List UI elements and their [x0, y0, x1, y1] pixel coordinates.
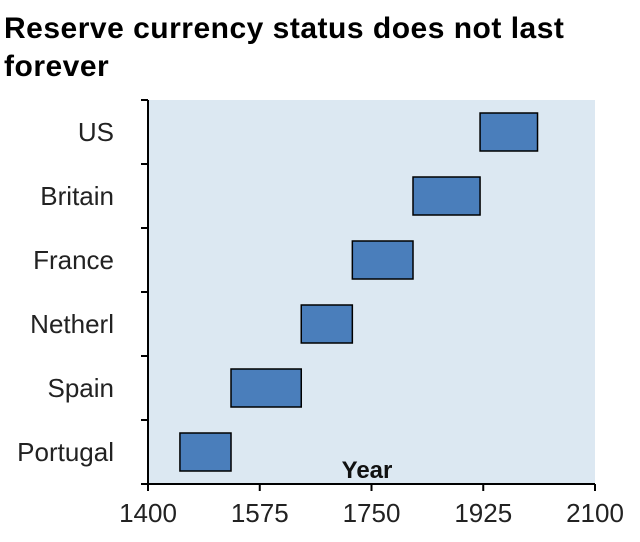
category-label-france: France [33, 245, 114, 275]
category-label-us: US [78, 117, 114, 147]
x-axis: 1400 1575 1750 1925 2100 [119, 483, 624, 528]
x-tick-label: 1925 [454, 498, 512, 528]
bar-france [351, 240, 414, 280]
category-labels: US Britain France Netherl Spain Portugal [17, 117, 114, 467]
x-axis-title: Year [342, 457, 393, 484]
bar-spain [230, 368, 303, 408]
category-label-britain: Britain [40, 181, 114, 211]
x-tick-label: 1575 [231, 498, 289, 528]
bar-britain [412, 176, 481, 216]
x-tick-label: 2100 [566, 498, 624, 528]
bar-us [479, 112, 539, 152]
x-tick-label: 1400 [119, 498, 177, 528]
bar-netherl [300, 304, 354, 344]
y-axis [141, 99, 149, 485]
category-label-portugal: Portugal [17, 437, 114, 467]
bar-portugal [179, 432, 232, 472]
plot-area [148, 100, 595, 484]
chart-title: Reserve currency status does not last fo… [4, 12, 565, 83]
category-label-netherl: Netherl [30, 309, 114, 339]
category-label-spain: Spain [48, 373, 115, 403]
bars-group [179, 112, 539, 472]
x-tick-label: 1750 [343, 498, 401, 528]
